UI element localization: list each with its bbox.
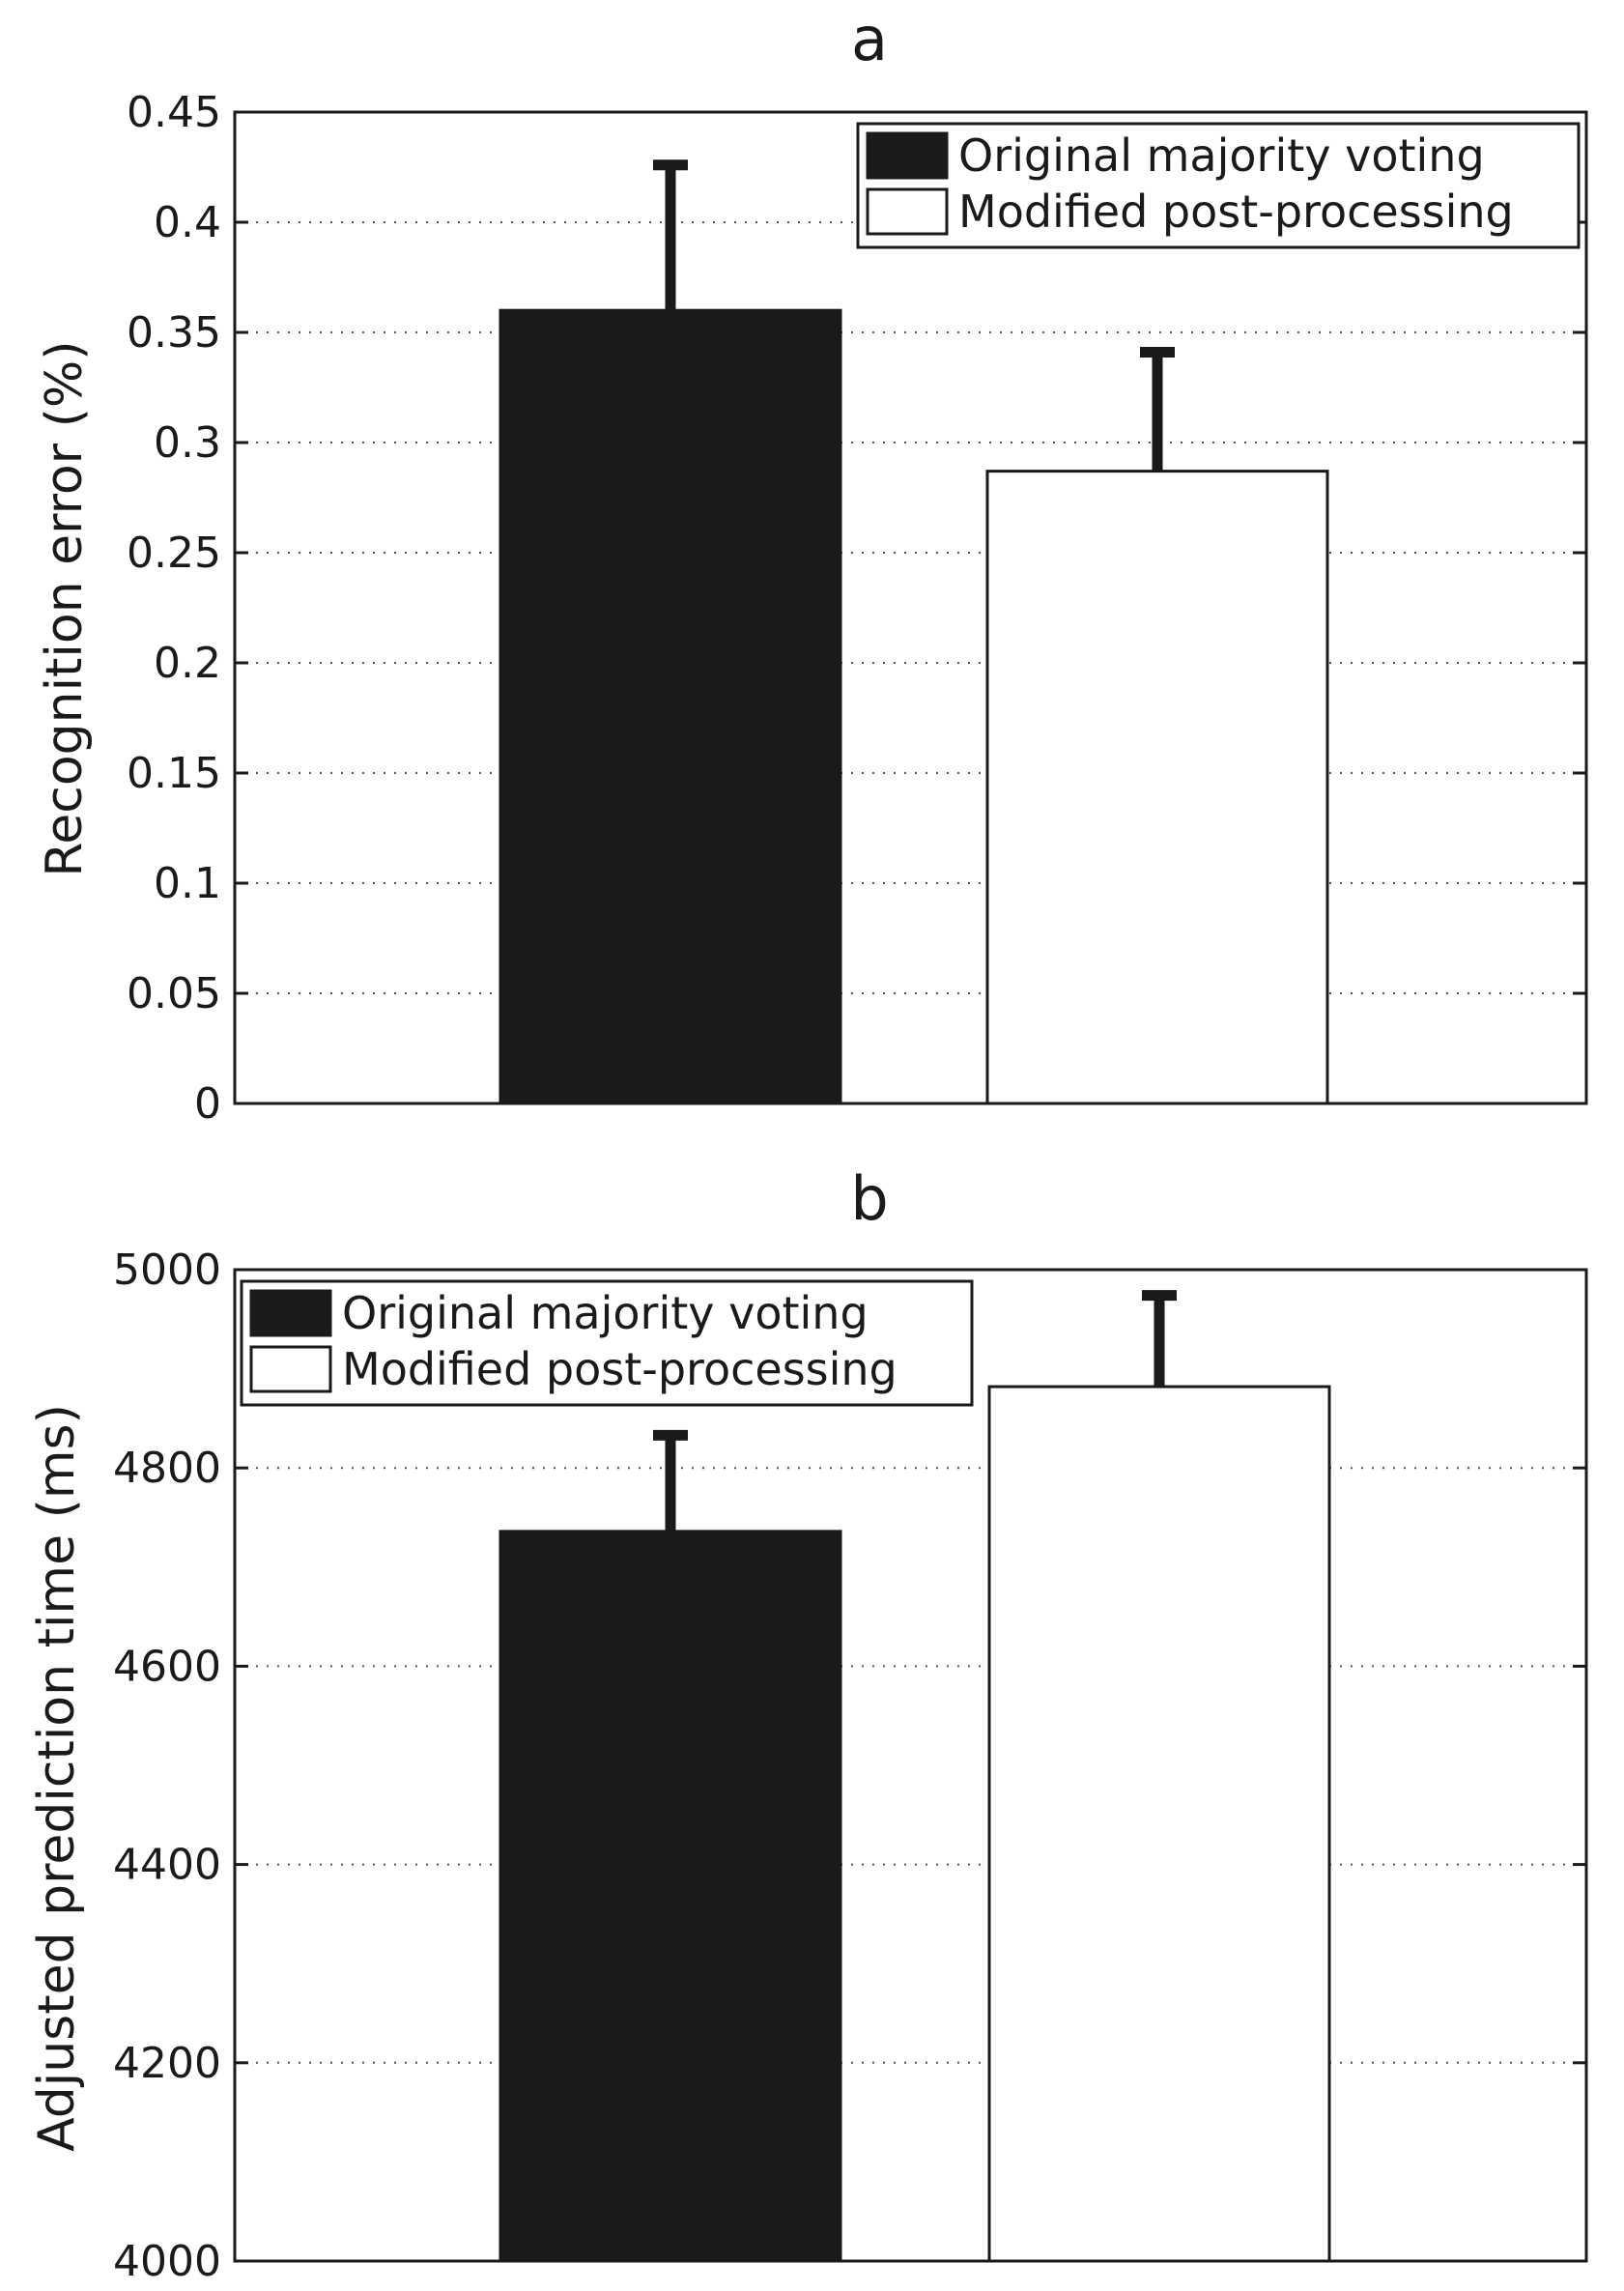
chart-a-y-tick-label: 0.4 — [154, 198, 221, 247]
chart-a-y-tick-label: 0.05 — [127, 969, 221, 1018]
chart-a-legend-swatch — [866, 131, 949, 180]
chart-b-legend-swatch — [249, 1345, 332, 1393]
chart-b-y-tick-label: 4200 — [113, 2039, 221, 2088]
chart-b-title: b — [850, 1163, 888, 1234]
chart-a-y-tick-label: 0.15 — [127, 749, 221, 798]
chart-b-y-tick-label: 4800 — [113, 1444, 221, 1493]
chart-a-title: a — [851, 4, 888, 74]
chart-a-legend-label: Original majority voting — [958, 129, 1485, 182]
chart-a-y-tick-label: 0.3 — [154, 418, 221, 468]
chart-a-legend-label: Modified post-processing — [958, 186, 1514, 238]
chart-a-y-tick-label: 0.35 — [127, 308, 221, 358]
chart-b-y-tick-label: 4400 — [113, 1841, 221, 1890]
chart-b: b Adjusted prediction time (ms) 4000 4200… — [28, 1163, 1588, 2286]
chart-a-plot-frame — [233, 110, 1588, 1105]
chart-b-y-tick-label: 5000 — [113, 1246, 221, 1295]
chart-b-legend-box — [240, 1279, 974, 1407]
chart-a-y-axis-label: Recognition error (%) — [36, 340, 94, 876]
chart-b-y-tick-label: 4000 — [113, 2237, 221, 2286]
chart-a: a Recognition error (%) 0 0.05 0.1 0.15 0.2 0… — [36, 4, 1588, 1129]
chart-a-y-tick-label: 0.45 — [127, 88, 221, 137]
chart-b-legend-label: Modified post-processing — [342, 1343, 897, 1395]
chart-a-y-tick-label: 0.2 — [154, 639, 221, 688]
chart-a-y-tick-label: 0.25 — [127, 529, 221, 578]
chart-b-plot-frame — [233, 1268, 1588, 2263]
chart-a-y-tick-label: 0 — [194, 1079, 221, 1129]
chart-b-bar — [987, 1385, 1331, 2263]
chart-b-bar — [499, 1530, 842, 2263]
chart-a-bar — [499, 308, 842, 1105]
chart-b-legend-label: Original majority voting — [342, 1287, 869, 1339]
chart-a-y-tick-label: 0.1 — [154, 859, 221, 908]
chart-b-legend-swatch — [249, 1289, 332, 1337]
chart-a-bar — [985, 470, 1329, 1105]
chart-a-legend-swatch — [866, 187, 949, 236]
chart-b-y-tick-label: 4600 — [113, 1642, 221, 1691]
chart-a-legend-box — [856, 122, 1581, 249]
chart-b-y-axis-label: Adjusted prediction time (ms) — [28, 1404, 86, 2152]
